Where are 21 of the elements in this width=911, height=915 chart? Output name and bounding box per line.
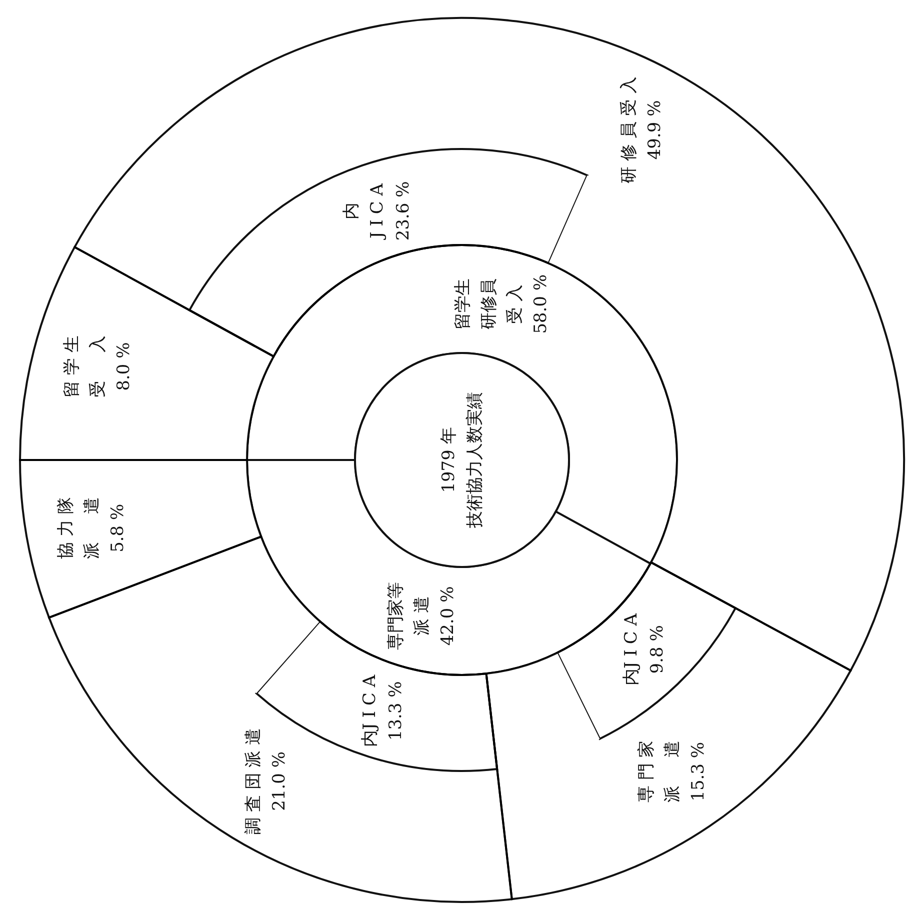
- slice-label: 内J I C A: [360, 674, 380, 747]
- data-label: 23.6 %: [394, 181, 414, 241]
- slice-label: 研 修 員 受 入: [619, 76, 640, 184]
- data-label: 5.8 %: [108, 504, 128, 552]
- slice-label: 内J I C A: [621, 612, 642, 686]
- data-label: 9.8 %: [647, 625, 668, 674]
- slice-label: 留学生研修員受 入: [453, 278, 526, 330]
- data-label: 49.9 %: [645, 100, 666, 160]
- data-label: 15.3 %: [688, 742, 708, 802]
- slice-label: 内J I C A: [342, 182, 388, 240]
- data-label: 13.3 %: [386, 681, 406, 741]
- slice-label: 調 査 団 派 遣: [244, 728, 264, 835]
- slice-label: 専 門 家派 遣: [636, 740, 682, 803]
- slice-label: 専門家等派 遣: [386, 582, 432, 650]
- slice-label: 協 力 隊派 遣: [56, 497, 102, 560]
- data-label: 42.0 %: [438, 586, 458, 646]
- text: 1979 年技術協力人数実績: [439, 392, 485, 529]
- data-label: 8.0 %: [114, 342, 134, 391]
- data-label: 21.0 %: [270, 751, 290, 811]
- slice-label: 留 学 生受 入: [62, 336, 108, 398]
- data-label: 58.0 %: [531, 274, 552, 334]
